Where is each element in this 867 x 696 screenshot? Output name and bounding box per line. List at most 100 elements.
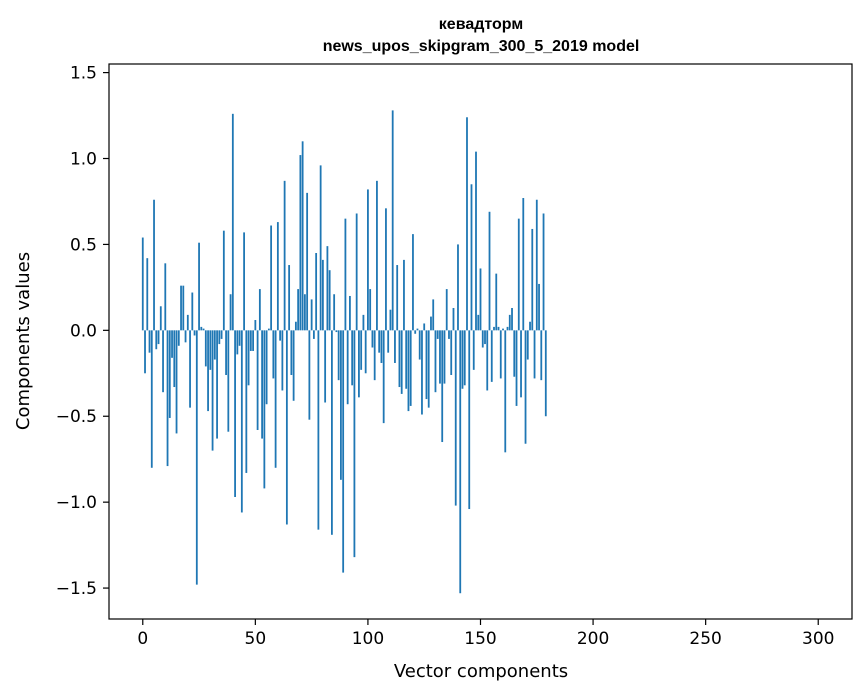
y-tick-label: −1.0 bbox=[56, 493, 97, 513]
bar-55 bbox=[265, 330, 268, 405]
bar-151 bbox=[481, 330, 484, 348]
bar-127 bbox=[427, 330, 430, 408]
bar-74 bbox=[308, 330, 311, 420]
bar-58 bbox=[272, 330, 275, 379]
bar-12 bbox=[168, 330, 171, 418]
bar-19 bbox=[184, 330, 187, 343]
bar-43 bbox=[238, 330, 241, 346]
bar-149 bbox=[477, 314, 480, 331]
bar-115 bbox=[400, 330, 403, 394]
bar-165 bbox=[513, 330, 516, 377]
bar-117 bbox=[405, 330, 408, 389]
bar-0 bbox=[141, 237, 144, 331]
bar-141 bbox=[459, 330, 462, 594]
chart-title-line-1: кевадторм bbox=[439, 16, 523, 33]
bar-87 bbox=[337, 330, 340, 381]
bar-25 bbox=[198, 242, 200, 331]
bar-8 bbox=[159, 306, 162, 331]
bar-80 bbox=[321, 259, 324, 331]
x-tick-label: 250 bbox=[689, 629, 721, 649]
bar-123 bbox=[418, 330, 421, 360]
bar-32 bbox=[213, 330, 216, 360]
bar-143 bbox=[463, 330, 466, 386]
bar-6 bbox=[155, 330, 158, 350]
bar-150 bbox=[479, 268, 482, 331]
bar-51 bbox=[256, 330, 259, 430]
bar-158 bbox=[497, 326, 500, 331]
bar-36 bbox=[222, 230, 225, 331]
bar-24 bbox=[195, 330, 198, 585]
bar-5 bbox=[153, 199, 155, 331]
bar-122 bbox=[416, 328, 419, 331]
bar-105 bbox=[378, 330, 381, 353]
bar-152 bbox=[484, 330, 486, 345]
bar-23 bbox=[193, 330, 196, 336]
bar-177 bbox=[540, 330, 543, 381]
bar-34 bbox=[218, 330, 221, 345]
bar-142 bbox=[461, 330, 464, 389]
bar-134 bbox=[443, 330, 446, 384]
bar-135 bbox=[445, 289, 448, 331]
y-tick-label: 0.5 bbox=[70, 235, 97, 255]
bar-174 bbox=[533, 330, 536, 379]
bar-22 bbox=[191, 292, 194, 331]
bar-138 bbox=[452, 307, 455, 331]
bar-60 bbox=[276, 222, 279, 331]
bar-175 bbox=[535, 199, 538, 331]
bar-88 bbox=[340, 330, 342, 480]
bar-99 bbox=[364, 330, 367, 374]
bar-125 bbox=[423, 323, 426, 331]
bar-156 bbox=[493, 326, 495, 331]
bar-77 bbox=[315, 253, 318, 331]
bar-160 bbox=[502, 328, 504, 331]
y-tick-label: 1.0 bbox=[70, 150, 97, 170]
bar-101 bbox=[369, 289, 372, 331]
x-tick-label: 100 bbox=[352, 629, 384, 649]
bar-107 bbox=[382, 330, 385, 424]
bar-130 bbox=[434, 330, 437, 393]
bar-126 bbox=[425, 330, 428, 400]
bar-168 bbox=[520, 330, 522, 398]
bar-42 bbox=[236, 330, 239, 355]
bar-40 bbox=[231, 113, 234, 331]
bar-33 bbox=[216, 330, 218, 439]
bar-83 bbox=[328, 270, 331, 331]
bar-37 bbox=[225, 330, 227, 375]
bar-3 bbox=[148, 330, 151, 353]
x-axis-ticks: 0 50 100 150 200 250 300 bbox=[137, 619, 834, 649]
bar-82 bbox=[326, 246, 329, 331]
bar-29 bbox=[207, 330, 209, 412]
bar-69 bbox=[297, 289, 300, 331]
bar-133 bbox=[441, 330, 444, 443]
bar-102 bbox=[371, 330, 374, 348]
bar-95 bbox=[355, 213, 358, 331]
bar-14 bbox=[173, 330, 176, 388]
bar-28 bbox=[204, 330, 207, 367]
bar-49 bbox=[252, 330, 254, 351]
bar-106 bbox=[380, 330, 383, 363]
bar-30 bbox=[209, 330, 212, 370]
bar-159 bbox=[499, 330, 502, 379]
bar-71 bbox=[301, 141, 304, 331]
bar-145 bbox=[468, 330, 471, 510]
bar-155 bbox=[490, 330, 493, 382]
x-tick-label: 50 bbox=[245, 629, 267, 649]
bar-157 bbox=[495, 273, 498, 331]
bar-124 bbox=[421, 330, 423, 415]
bar-164 bbox=[511, 307, 513, 331]
bar-146 bbox=[470, 184, 473, 331]
bar-166 bbox=[515, 330, 518, 406]
bar-179 bbox=[544, 330, 547, 417]
bar-7 bbox=[157, 330, 160, 345]
bar-56 bbox=[267, 328, 270, 331]
bar-20 bbox=[186, 314, 189, 331]
bar-137 bbox=[450, 330, 453, 375]
bar-16 bbox=[177, 330, 180, 346]
bar-111 bbox=[391, 110, 394, 331]
bar-18 bbox=[182, 285, 185, 331]
bar-161 bbox=[504, 330, 507, 453]
bar-176 bbox=[538, 283, 540, 331]
bar-136 bbox=[448, 330, 450, 339]
bar-68 bbox=[294, 321, 297, 331]
